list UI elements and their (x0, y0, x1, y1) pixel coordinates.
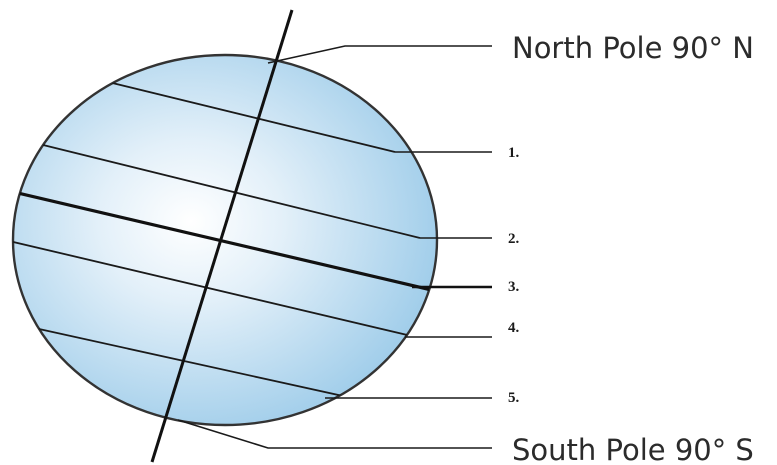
latitude-label-5: 5. (508, 390, 520, 406)
latitude-label-1: 1. (508, 145, 520, 161)
latitude-label-4: 4. (508, 320, 520, 336)
south-pole-leader (177, 419, 492, 449)
south-pole-label: South Pole 90° S (512, 433, 754, 465)
latitude-line-top (99, 79, 396, 153)
latitude-line-5 (29, 326, 371, 403)
latitude-label-3: 3. (508, 279, 520, 295)
north-pole-leader (267, 45, 492, 64)
latitude-label-2: 2. (508, 231, 520, 247)
latitude-line-1 (34, 142, 421, 239)
north-pole-label: North Pole 90° N (512, 31, 754, 65)
latitude-line-4 (13, 239, 421, 339)
equator-line (13, 188, 437, 294)
earth-axis (150, 9, 294, 463)
